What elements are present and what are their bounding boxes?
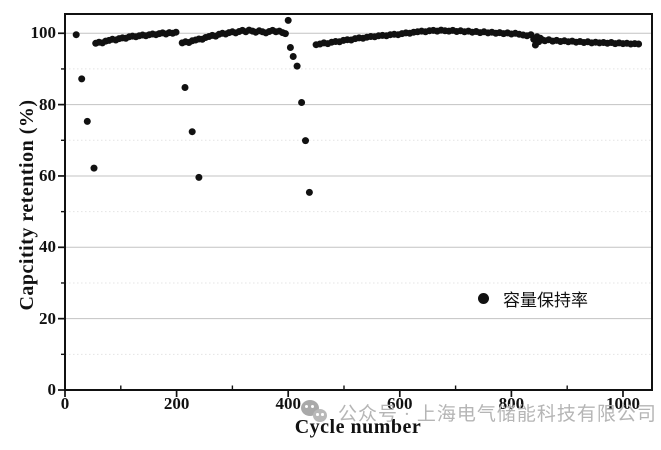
data-point bbox=[298, 99, 306, 106]
data-point bbox=[78, 75, 86, 83]
y-axis-label: Capcitity retention (%) bbox=[16, 99, 38, 311]
x-tick-label: 800 bbox=[498, 394, 525, 413]
data-point bbox=[181, 84, 189, 91]
data-point bbox=[83, 117, 91, 125]
y-tick-label: 100 bbox=[30, 23, 57, 43]
y-tick-label: 0 bbox=[47, 380, 57, 399]
data-point bbox=[302, 137, 309, 145]
legend: 容量保持率 bbox=[478, 286, 588, 311]
legend-marker-icon bbox=[478, 293, 489, 304]
data-point bbox=[635, 40, 643, 48]
data-point bbox=[72, 31, 80, 39]
data-point bbox=[284, 16, 292, 24]
plot-frame bbox=[64, 13, 653, 391]
data-point bbox=[286, 44, 294, 51]
data-point bbox=[172, 28, 180, 36]
data-point bbox=[305, 188, 313, 196]
data-point bbox=[281, 30, 289, 38]
x-tick-label: 200 bbox=[163, 394, 190, 413]
x-tick-label: 0 bbox=[60, 394, 70, 413]
x-axis-label: Cycle number bbox=[294, 416, 422, 438]
x-tick-label: 600 bbox=[387, 394, 413, 413]
y-tick-label: 20 bbox=[39, 308, 56, 328]
y-tick-label: 60 bbox=[39, 165, 56, 185]
data-point bbox=[188, 128, 196, 136]
series-capacity-retention bbox=[72, 16, 643, 196]
y-tick-label: 40 bbox=[39, 237, 56, 257]
data-point bbox=[195, 173, 203, 181]
legend-label: 容量保持率 bbox=[503, 291, 588, 310]
x-tick-label: 400 bbox=[275, 394, 301, 413]
data-point bbox=[90, 164, 98, 172]
y-tick-label: 80 bbox=[39, 94, 56, 114]
data-point bbox=[289, 53, 297, 60]
x-tick-label: 1000 bbox=[605, 394, 640, 413]
data-point bbox=[293, 62, 301, 70]
